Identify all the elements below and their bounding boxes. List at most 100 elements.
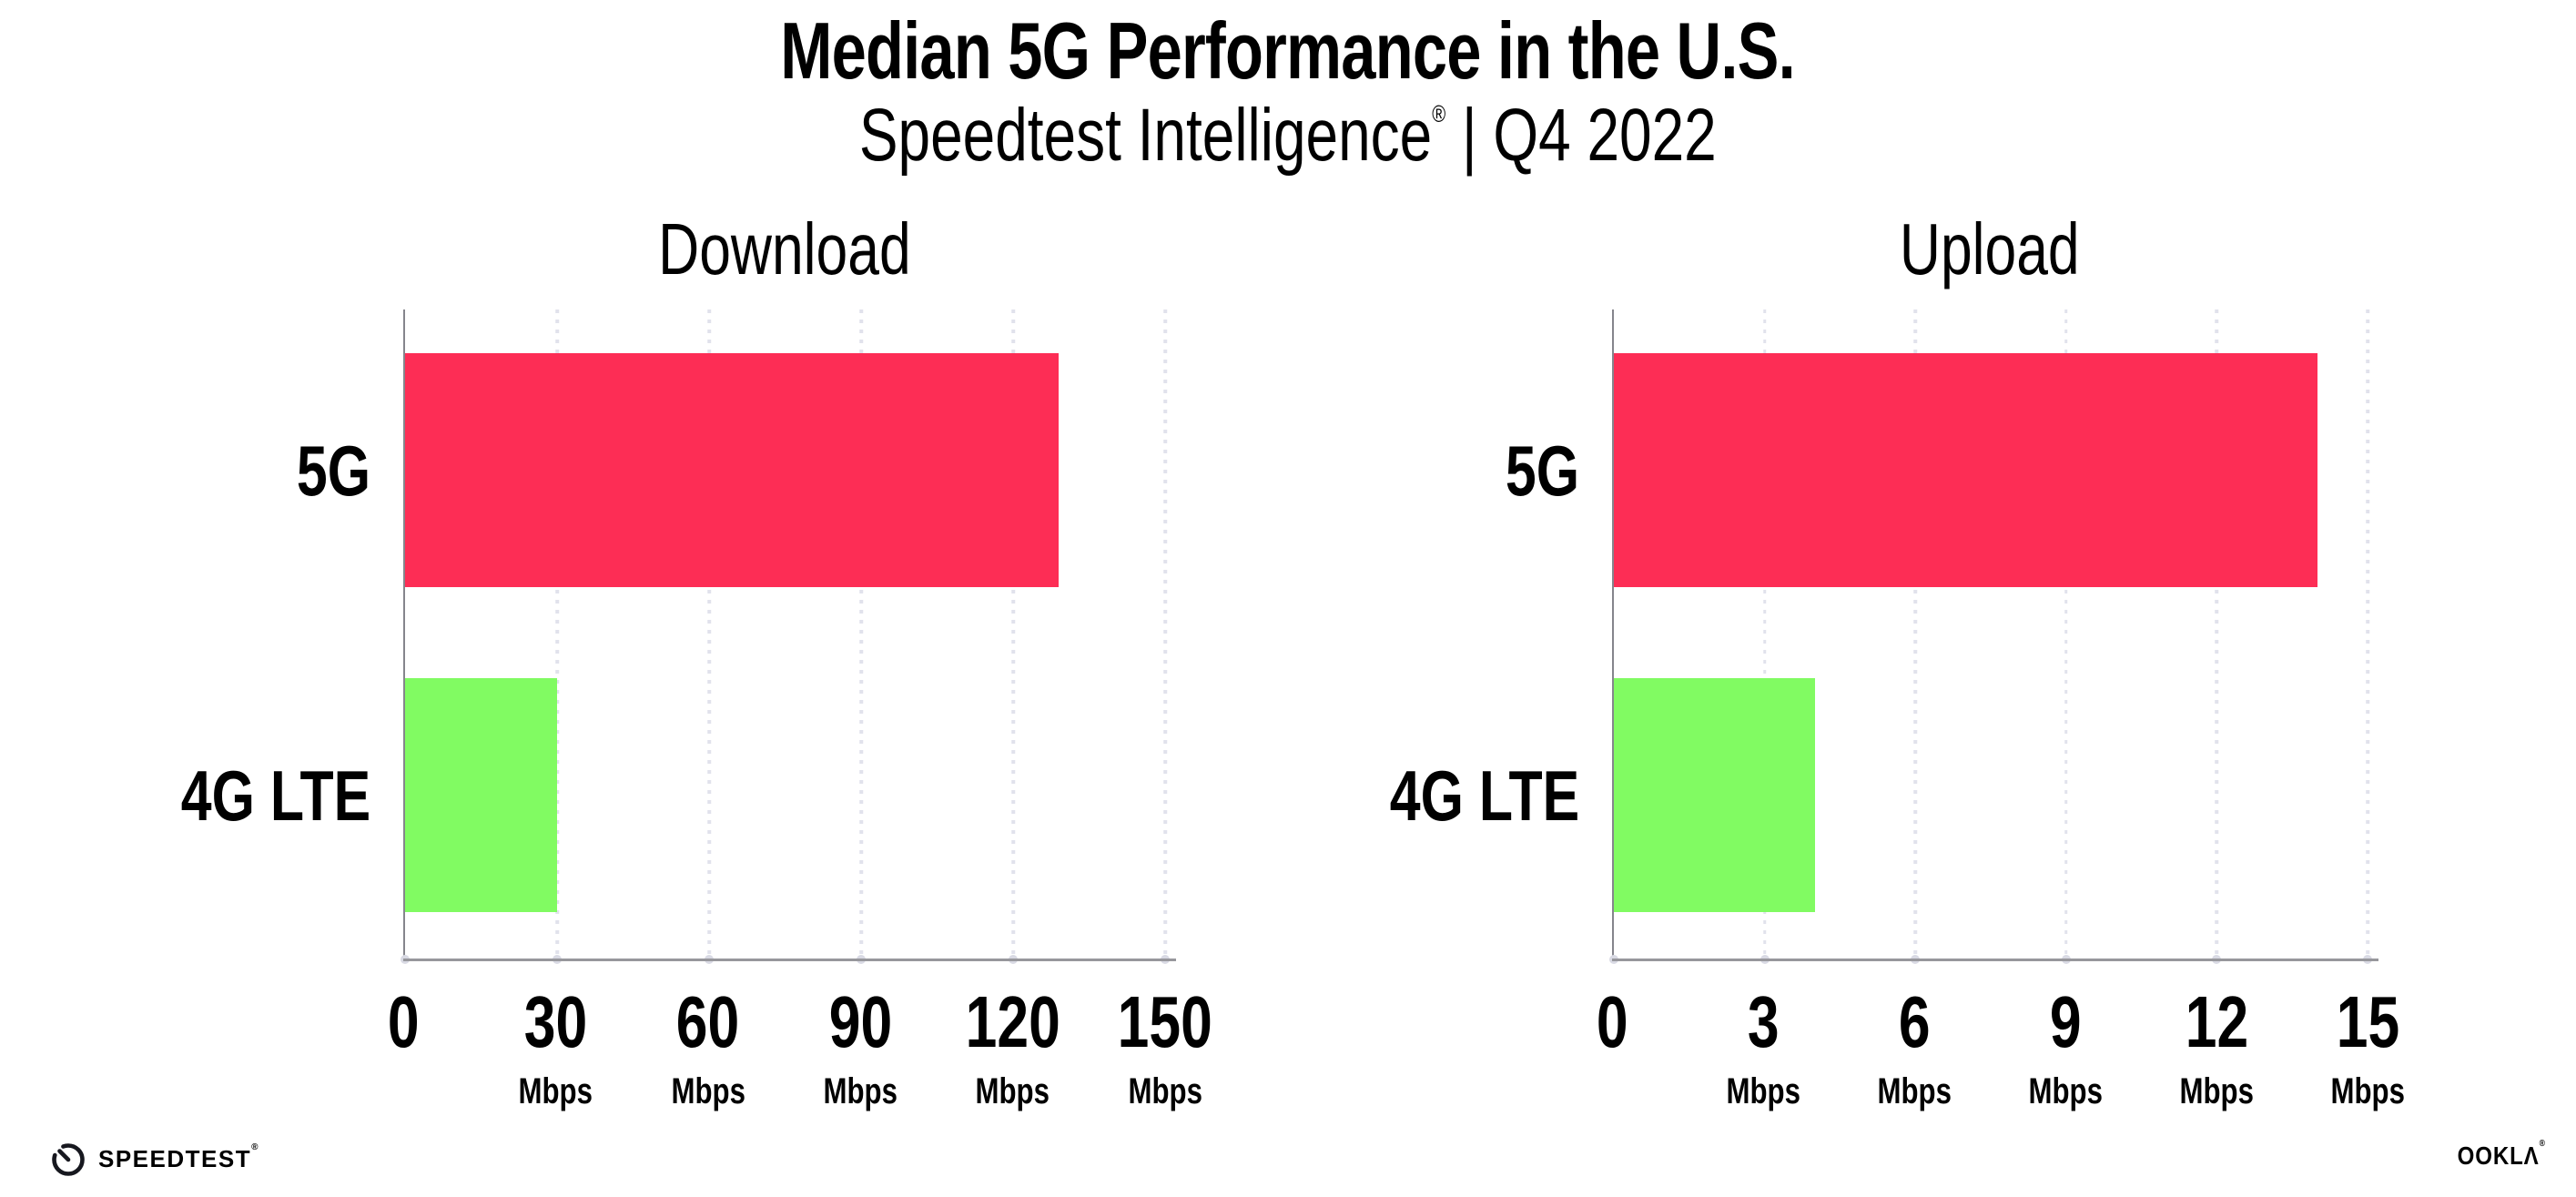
- x-tick-label: 60 Mbps: [572, 986, 845, 1111]
- subtitle-brand: Speedtest Intelligence: [859, 94, 1433, 178]
- x-tick-label: 15 Mbps: [2231, 986, 2504, 1111]
- upload-chart: Upload 5G 4G LTE 0 3 Mbps 6 Mbps 9 Mbps 12 Mbps 15 Mb…: [1390, 213, 2405, 1111]
- x-tick-label: 150 Mbps: [1029, 986, 1302, 1111]
- tick-number: 150: [1029, 986, 1302, 1059]
- gridline: [707, 309, 711, 959]
- download-chart: Download 5G 4G LTE 0 30 Mbps 60 Mbps 90 Mbps 120 Mb…: [181, 213, 1213, 1111]
- tick-number-text: 150: [1117, 981, 1213, 1062]
- subtitle-separator: |: [1445, 94, 1494, 178]
- chart-title-text: Download: [657, 208, 911, 289]
- tick-unit-text: Mbps: [2179, 1071, 2254, 1111]
- tick-number: 90: [724, 986, 997, 1059]
- gridline: [1011, 309, 1015, 959]
- bar-4g-lte: [1614, 678, 1815, 912]
- speedtest-wordmark-text: SPEEDTEST: [98, 1145, 252, 1172]
- tick-number: 3: [1627, 986, 1900, 1059]
- gridline: [859, 309, 863, 959]
- subtitle: Speedtest Intelligence® | Q4 2022: [0, 96, 2576, 175]
- tick-number-text: 60: [676, 981, 740, 1062]
- tick-number: 120: [877, 986, 1150, 1059]
- x-tick-label: 12 Mbps: [2080, 986, 2353, 1111]
- speedtest-wordmark: SPEEDTEST®: [98, 1143, 258, 1172]
- tick-number-text: 0: [387, 981, 420, 1062]
- tick-unit: Mbps: [1627, 1073, 1900, 1110]
- speedtest-logo: SPEEDTEST®: [49, 1140, 258, 1178]
- tick-number-text: 12: [2185, 981, 2248, 1062]
- gridline: [2064, 309, 2068, 959]
- x-tick-label: 3 Mbps: [1627, 986, 1900, 1111]
- gridline: [2215, 309, 2219, 959]
- x-axis-line: [403, 959, 1176, 961]
- bar-4g-lte: [405, 678, 557, 912]
- gridline: [555, 309, 559, 959]
- plot-area: [1609, 309, 2378, 964]
- tick-number-text: 3: [1747, 981, 1780, 1062]
- tick-number: 12: [2080, 986, 2353, 1059]
- tick-unit-text: Mbps: [671, 1071, 745, 1111]
- tick-number: 9: [1929, 986, 2202, 1059]
- tick-number: 0: [267, 986, 540, 1059]
- gauge-needle: [57, 1149, 71, 1162]
- tick-unit-text: Mbps: [2330, 1071, 2405, 1111]
- tick-number-text: 30: [523, 981, 588, 1062]
- header: Median 5G Performance in the U.S. Speedt…: [0, 0, 2576, 175]
- ookla-registered-icon: ®: [2539, 1139, 2545, 1149]
- ookla-logo: OOKLΛ®: [2457, 1140, 2545, 1170]
- tick-unit-text: Mbps: [518, 1071, 593, 1111]
- tick-number: 60: [572, 986, 845, 1059]
- tick-unit-text: Mbps: [1726, 1071, 1800, 1111]
- category-label-5g: 5G: [296, 430, 370, 511]
- category-label-4g-lte: 4G LTE: [1389, 755, 1579, 836]
- page-title-text: Median 5G Performance in the U.S.: [780, 5, 1797, 96]
- x-tick-label: 30 Mbps: [419, 986, 692, 1111]
- chart-title: Download: [403, 213, 1165, 286]
- x-tick-label: 0: [267, 986, 540, 1059]
- gridline: [1163, 309, 1167, 959]
- x-tick-label: 0: [1476, 986, 1749, 1059]
- tick-unit: Mbps: [1778, 1073, 2051, 1110]
- tick-number-text: 0: [1596, 981, 1628, 1062]
- gridline: [1913, 309, 1917, 959]
- subtitle-period: Q4 2022: [1493, 94, 1717, 178]
- speedtest-gauge-icon: [52, 1143, 85, 1176]
- tick-unit-text: Mbps: [1877, 1071, 1952, 1111]
- bar-5g: [1614, 353, 2317, 587]
- gridline: [2366, 309, 2369, 959]
- tick-unit: Mbps: [2231, 1073, 2504, 1110]
- plot-area: [401, 309, 1176, 964]
- tick-unit-text: Mbps: [2028, 1071, 2103, 1111]
- x-tick-label: 120 Mbps: [877, 986, 1150, 1111]
- x-tick-label: 90 Mbps: [724, 986, 997, 1111]
- gridline: [1762, 309, 1767, 959]
- x-tick-label: 6 Mbps: [1778, 986, 2051, 1111]
- page-title: Median 5G Performance in the U.S.: [0, 5, 2576, 96]
- bar-5g: [405, 353, 1060, 587]
- tick-unit: Mbps: [1029, 1073, 1302, 1110]
- chart-title: Upload: [1612, 213, 2368, 286]
- tick-number-text: 6: [1898, 981, 1931, 1062]
- tick-number-text: 90: [828, 981, 892, 1062]
- tick-number-text: 15: [2336, 981, 2399, 1062]
- tick-unit-text: Mbps: [975, 1071, 1050, 1111]
- tick-number: 15: [2231, 986, 2504, 1059]
- tick-number-text: 120: [965, 981, 1060, 1062]
- tick-number: 6: [1778, 986, 2051, 1059]
- tick-unit: Mbps: [724, 1073, 997, 1110]
- chart-title-text: Upload: [1900, 208, 2080, 289]
- tick-unit-text: Mbps: [1128, 1071, 1202, 1111]
- registered-trademark-icon: ®: [1432, 100, 1446, 128]
- category-label-4g-lte: 4G LTE: [180, 755, 370, 836]
- tick-unit: Mbps: [877, 1073, 1150, 1110]
- tick-number: 30: [419, 986, 692, 1059]
- tick-unit: Mbps: [2080, 1073, 2353, 1110]
- speedtest-registered-icon: ®: [251, 1142, 259, 1152]
- tick-number: 0: [1476, 986, 1749, 1059]
- tick-unit: Mbps: [1929, 1073, 2202, 1110]
- x-tick-label: 9 Mbps: [1929, 986, 2202, 1111]
- x-axis-line: [1612, 959, 2378, 961]
- tick-unit: Mbps: [572, 1073, 845, 1110]
- ookla-wordmark-text: OOKLΛ: [2457, 1141, 2540, 1170]
- tick-number-text: 9: [2049, 981, 2082, 1062]
- subtitle-text: Speedtest Intelligence® | Q4 2022: [859, 96, 1717, 175]
- tick-unit: Mbps: [419, 1073, 692, 1110]
